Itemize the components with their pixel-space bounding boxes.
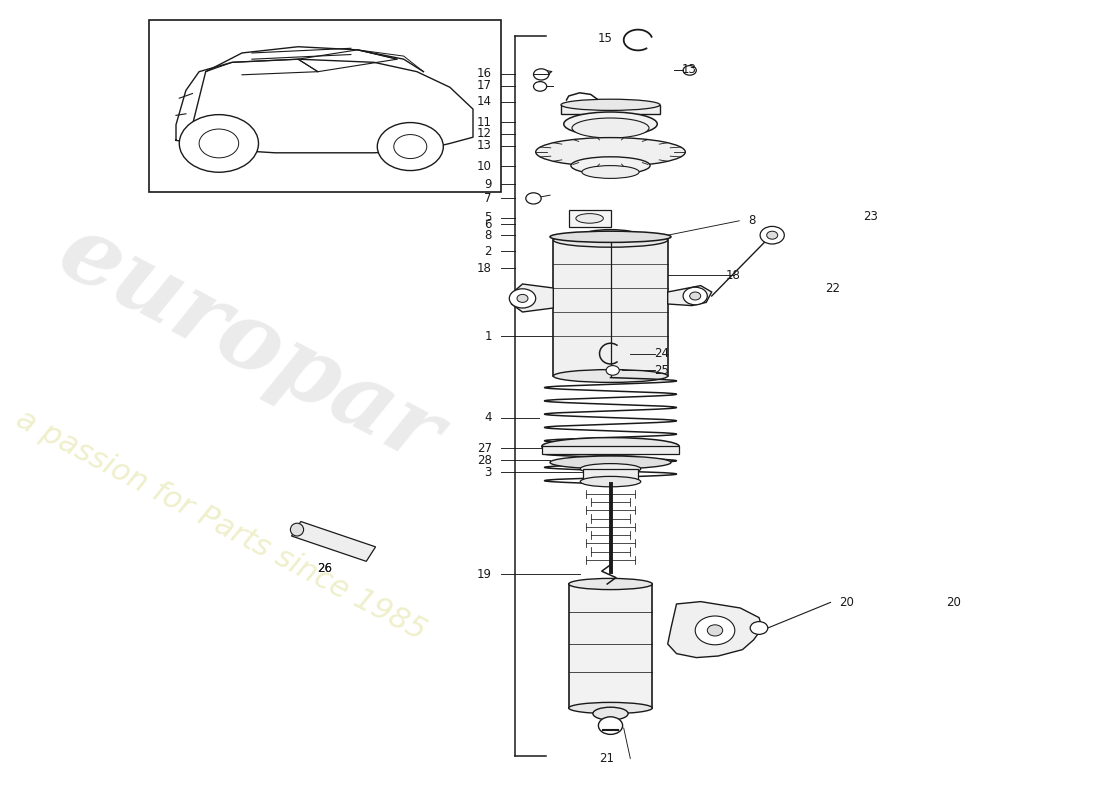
Circle shape	[760, 226, 784, 244]
Circle shape	[606, 366, 619, 375]
Ellipse shape	[290, 523, 304, 536]
Bar	[148, 20, 500, 192]
Text: 26: 26	[317, 562, 332, 574]
Text: 11: 11	[476, 116, 492, 129]
Circle shape	[767, 231, 778, 239]
Text: 7: 7	[484, 192, 492, 205]
Circle shape	[683, 66, 696, 75]
Circle shape	[394, 134, 427, 158]
Text: 18: 18	[476, 262, 492, 274]
Ellipse shape	[576, 214, 603, 223]
Ellipse shape	[569, 578, 652, 590]
Bar	[561, 105, 660, 114]
Text: 15: 15	[597, 32, 613, 45]
Ellipse shape	[541, 438, 680, 455]
Bar	[569, 584, 652, 708]
Ellipse shape	[593, 707, 628, 720]
Text: 20: 20	[946, 596, 961, 609]
Text: 24: 24	[654, 347, 670, 360]
Text: 9: 9	[484, 178, 492, 190]
Text: 16: 16	[476, 67, 492, 80]
Ellipse shape	[571, 157, 650, 174]
Circle shape	[534, 69, 549, 80]
Text: 6: 6	[484, 218, 492, 230]
Text: 28: 28	[476, 454, 492, 466]
Text: 12: 12	[476, 127, 492, 140]
Text: 26: 26	[317, 562, 332, 574]
Circle shape	[517, 294, 528, 302]
Text: 27: 27	[476, 442, 492, 454]
Text: 13: 13	[682, 63, 697, 76]
Circle shape	[695, 616, 735, 645]
Circle shape	[683, 287, 707, 305]
Text: 1: 1	[484, 330, 492, 342]
Text: 5: 5	[484, 211, 492, 224]
Text: 25: 25	[654, 364, 670, 377]
Bar	[553, 240, 668, 376]
Text: 10: 10	[476, 160, 492, 173]
Text: 20: 20	[839, 596, 855, 609]
Text: 3: 3	[484, 466, 492, 478]
Text: 8: 8	[748, 214, 756, 227]
Ellipse shape	[583, 230, 638, 241]
Ellipse shape	[550, 456, 671, 469]
Ellipse shape	[550, 231, 671, 242]
Text: 22: 22	[825, 282, 840, 294]
Ellipse shape	[582, 166, 639, 178]
Circle shape	[199, 129, 239, 158]
Text: a passion for Parts since 1985: a passion for Parts since 1985	[11, 405, 431, 646]
Circle shape	[534, 82, 547, 91]
Ellipse shape	[572, 118, 649, 138]
Polygon shape	[668, 602, 762, 658]
Circle shape	[179, 114, 258, 172]
Ellipse shape	[553, 370, 668, 382]
Bar	[569, 210, 611, 227]
Polygon shape	[512, 284, 553, 312]
Text: 19: 19	[476, 568, 492, 581]
Text: 18: 18	[726, 269, 741, 282]
Circle shape	[707, 625, 723, 636]
Circle shape	[598, 717, 623, 734]
Bar	[583, 469, 638, 482]
Text: 8: 8	[484, 229, 492, 242]
Circle shape	[750, 622, 768, 634]
Text: 13: 13	[476, 139, 492, 152]
Text: 17: 17	[476, 79, 492, 92]
Polygon shape	[668, 286, 712, 306]
Circle shape	[377, 122, 443, 170]
Circle shape	[690, 292, 701, 300]
Text: 21: 21	[600, 752, 615, 765]
Polygon shape	[292, 522, 375, 562]
Ellipse shape	[581, 464, 640, 474]
Text: 23: 23	[864, 210, 879, 222]
Ellipse shape	[561, 99, 660, 110]
Ellipse shape	[553, 233, 668, 247]
Ellipse shape	[536, 138, 685, 166]
Ellipse shape	[569, 702, 652, 714]
Circle shape	[509, 289, 536, 308]
Circle shape	[526, 193, 541, 204]
Bar	[542, 446, 679, 454]
Ellipse shape	[581, 476, 640, 486]
Text: europar: europar	[44, 207, 456, 483]
Text: 14: 14	[476, 95, 492, 108]
Text: 2: 2	[484, 245, 492, 258]
Text: 4: 4	[484, 411, 492, 424]
Ellipse shape	[563, 112, 658, 136]
